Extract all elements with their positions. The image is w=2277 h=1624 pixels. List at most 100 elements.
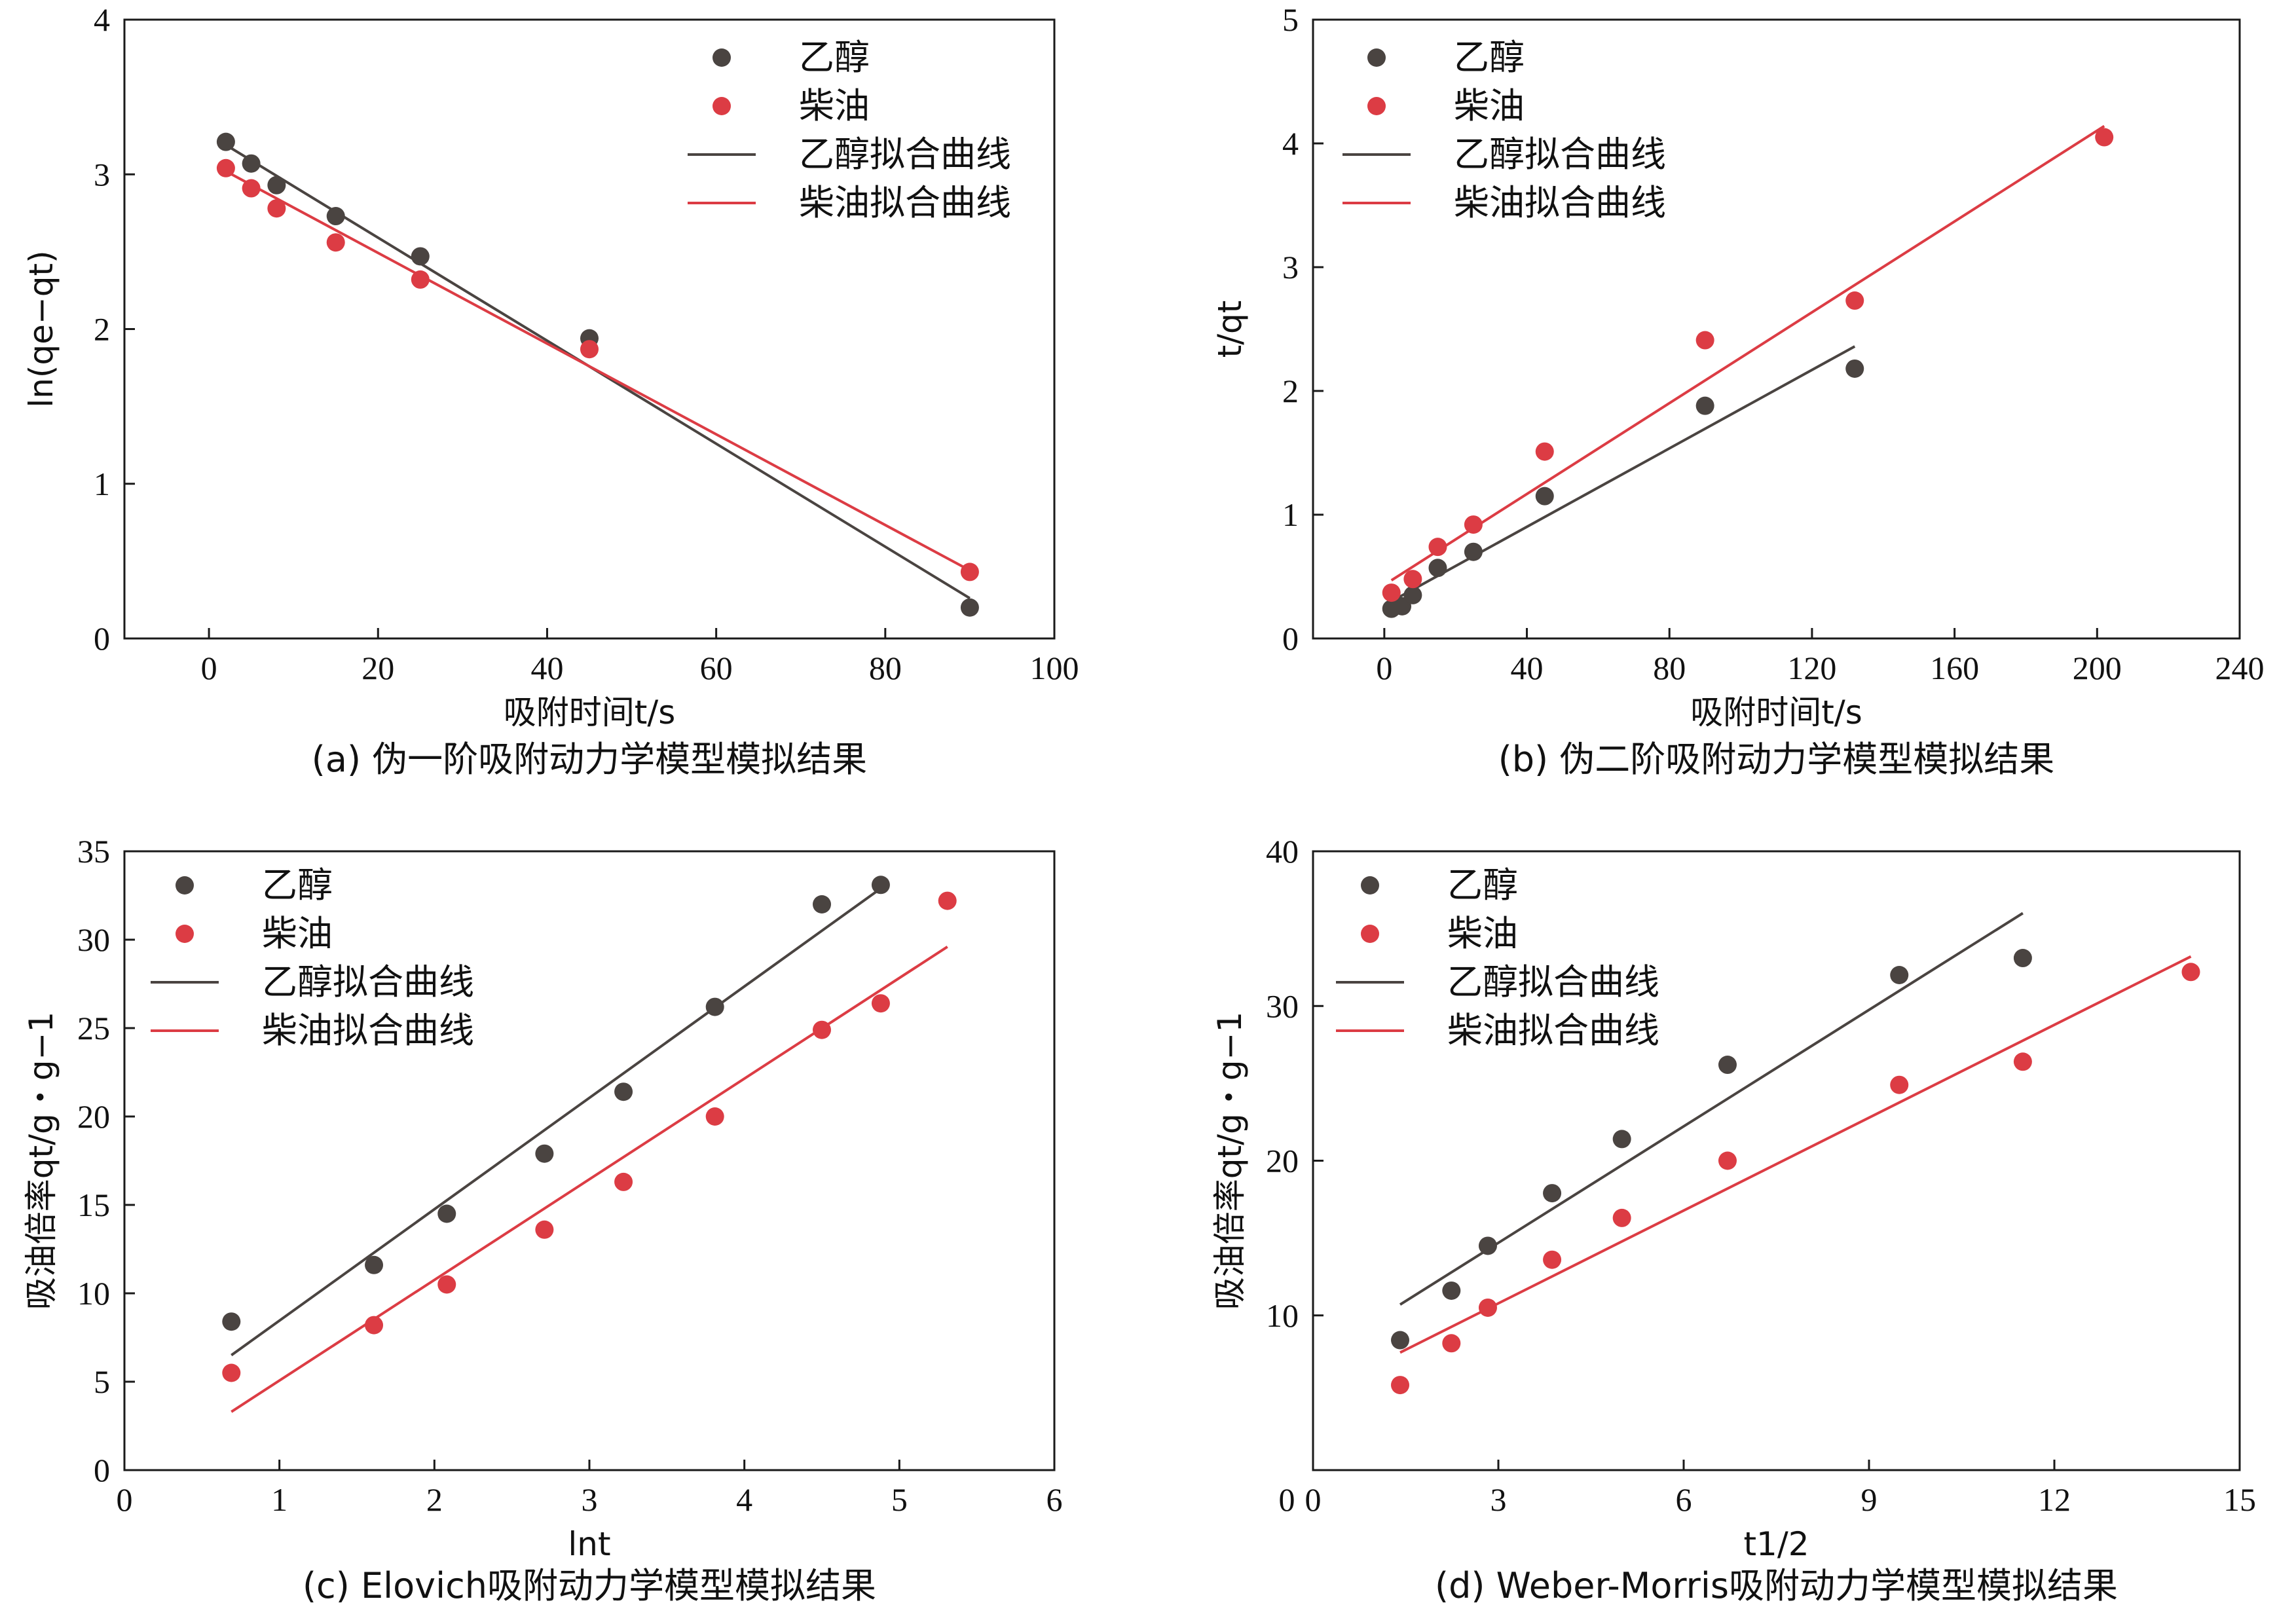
data-point-diesel bbox=[1428, 538, 1447, 557]
y-tick-label: 10 bbox=[77, 1275, 110, 1312]
legend-label: 柴油拟合曲线 bbox=[1447, 1010, 1659, 1051]
legend-marker-ethanol bbox=[1367, 48, 1386, 67]
x-tick-label: 6 bbox=[1046, 1481, 1063, 1518]
data-point-ethanol bbox=[1612, 1130, 1631, 1149]
data-point-ethanol bbox=[614, 1082, 633, 1101]
y-tick-label: 5 bbox=[1282, 1, 1299, 38]
x-tick-label: 0 bbox=[1376, 650, 1392, 686]
fit-line-ethanol bbox=[231, 887, 882, 1357]
data-point-diesel bbox=[1535, 442, 1554, 461]
legend-label: 乙醇 bbox=[1447, 864, 1518, 906]
data-point-diesel bbox=[813, 1020, 831, 1039]
x-tick-label: 240 bbox=[2215, 650, 2265, 686]
y-tick-label: 25 bbox=[77, 1010, 110, 1046]
data-point-diesel bbox=[705, 1107, 724, 1126]
x-tick-label: 3 bbox=[582, 1481, 598, 1518]
data-point-diesel bbox=[1718, 1151, 1737, 1170]
x-tick-label: 2 bbox=[426, 1481, 443, 1518]
legend-label: 乙醇 bbox=[799, 37, 870, 78]
data-point-ethanol bbox=[2013, 949, 2032, 968]
legend-label: 乙醇 bbox=[1454, 37, 1525, 78]
data-point-ethanol bbox=[1845, 359, 1864, 378]
y-tick-label: 0 bbox=[1282, 620, 1299, 657]
legend-label: 乙醇拟合曲线 bbox=[262, 961, 474, 1003]
data-point-ethanol bbox=[1464, 542, 1483, 561]
chart-panel-c: 0 1 2 3 4 5 6 0 5 10 15 20 25 30 35 lnt 吸油倍率qt/g・g−1 (c) … bbox=[22, 833, 1063, 1606]
x-tick-label: 0 bbox=[1305, 1481, 1322, 1518]
legend-marker-diesel bbox=[713, 97, 731, 115]
y-tick-label: 5 bbox=[94, 1363, 110, 1400]
data-point-diesel bbox=[1543, 1250, 1562, 1269]
data-point-diesel bbox=[242, 179, 261, 198]
data-point-ethanol bbox=[705, 997, 724, 1016]
data-point-ethanol bbox=[222, 1312, 241, 1331]
x-tick-label: 1 bbox=[271, 1481, 287, 1518]
data-point-ethanol bbox=[1535, 487, 1554, 506]
y-tick-label: 20 bbox=[77, 1098, 110, 1135]
x-tick-label: 15 bbox=[2223, 1481, 2256, 1518]
data-point-ethanol bbox=[216, 132, 235, 151]
legend-label: 乙醇 bbox=[262, 864, 333, 906]
x-tick-label: 40 bbox=[1511, 650, 1544, 686]
y-tick-label: 0 bbox=[94, 1452, 110, 1488]
legend-label: 柴油 bbox=[1447, 913, 1518, 954]
data-point-diesel bbox=[437, 1275, 456, 1294]
data-point-diesel bbox=[267, 199, 286, 218]
data-point-ethanol bbox=[267, 175, 286, 194]
data-point-ethanol bbox=[242, 154, 261, 173]
x-tick-label: 60 bbox=[700, 650, 733, 686]
legend-label: 柴油 bbox=[799, 85, 870, 126]
x-tick-label: 5 bbox=[891, 1481, 908, 1518]
data-point-diesel bbox=[1478, 1298, 1497, 1317]
x-tick-label: 40 bbox=[530, 650, 563, 686]
data-point-ethanol bbox=[1543, 1184, 1562, 1203]
data-point-diesel bbox=[411, 270, 430, 289]
chart-panel-d: 0 3 6 9 12 15 10 20 30 40 0 t1/2 吸油倍率qt/g・g−1 (d) Web… bbox=[1211, 833, 2256, 1606]
fit-line-diesel bbox=[1390, 124, 2105, 581]
y-tick-label: 40 bbox=[1266, 833, 1299, 870]
y-tick-label: 1 bbox=[1282, 496, 1299, 533]
plot-frame bbox=[123, 18, 1056, 640]
x-axis-label: t1/2 bbox=[1743, 1525, 1809, 1563]
data-point-diesel bbox=[216, 158, 235, 177]
y-tick-label: 30 bbox=[77, 921, 110, 958]
data-point-ethanol bbox=[326, 207, 345, 226]
legend-marker-diesel bbox=[176, 925, 194, 943]
x-tick-label: 80 bbox=[1653, 650, 1686, 686]
data-point-ethanol bbox=[1718, 1056, 1737, 1075]
x-tick-label: 6 bbox=[1676, 1481, 1692, 1518]
x-tick-label: 4 bbox=[736, 1481, 752, 1518]
y-tick-label: 10 bbox=[1266, 1297, 1299, 1334]
data-point-diesel bbox=[1382, 583, 1401, 602]
x-tick-label: 0 bbox=[117, 1481, 133, 1518]
legend-marker-ethanol bbox=[713, 48, 731, 67]
data-point-ethanol bbox=[960, 598, 979, 617]
figure-caption: (a) 伪一阶吸附动力学模型模拟结果 bbox=[312, 739, 867, 780]
data-point-diesel bbox=[1391, 1376, 1410, 1395]
y-axis-label: ln(qe−qt) bbox=[22, 250, 60, 407]
y-tick-label: 0 bbox=[94, 620, 110, 657]
x-tick-label: 80 bbox=[869, 650, 902, 686]
data-point-diesel bbox=[326, 233, 345, 252]
legend-label: 乙醇拟合曲线 bbox=[799, 134, 1011, 175]
data-point-ethanol bbox=[813, 895, 831, 913]
y-tick-label: 35 bbox=[77, 833, 110, 870]
plot-frame bbox=[1312, 18, 2241, 640]
x-tick-label: 120 bbox=[1787, 650, 1836, 686]
chart-panel-b: 0 40 80 120 160 200 240 0 1 2 3 4 5 吸附时间t/s t/qt (b) 伪二… bbox=[1211, 1, 2265, 780]
fit-line-diesel bbox=[1399, 955, 2192, 1354]
data-point-diesel bbox=[871, 994, 890, 1013]
data-point-ethanol bbox=[535, 1144, 554, 1163]
x-tick-label: 160 bbox=[1930, 650, 1979, 686]
y-tick-label: 2 bbox=[1282, 373, 1299, 409]
y-tick-label: 20 bbox=[1266, 1143, 1299, 1179]
y-tick-label: 30 bbox=[1266, 987, 1299, 1024]
legend-marker-diesel bbox=[1361, 925, 1379, 943]
data-point-diesel bbox=[1403, 570, 1422, 589]
origin-tick-label: 0 bbox=[1279, 1481, 1295, 1518]
x-tick-label: 9 bbox=[1861, 1481, 1878, 1518]
y-tick-label: 15 bbox=[77, 1187, 110, 1223]
y-axis-label: 吸油倍率qt/g・g−1 bbox=[1211, 1012, 1249, 1310]
